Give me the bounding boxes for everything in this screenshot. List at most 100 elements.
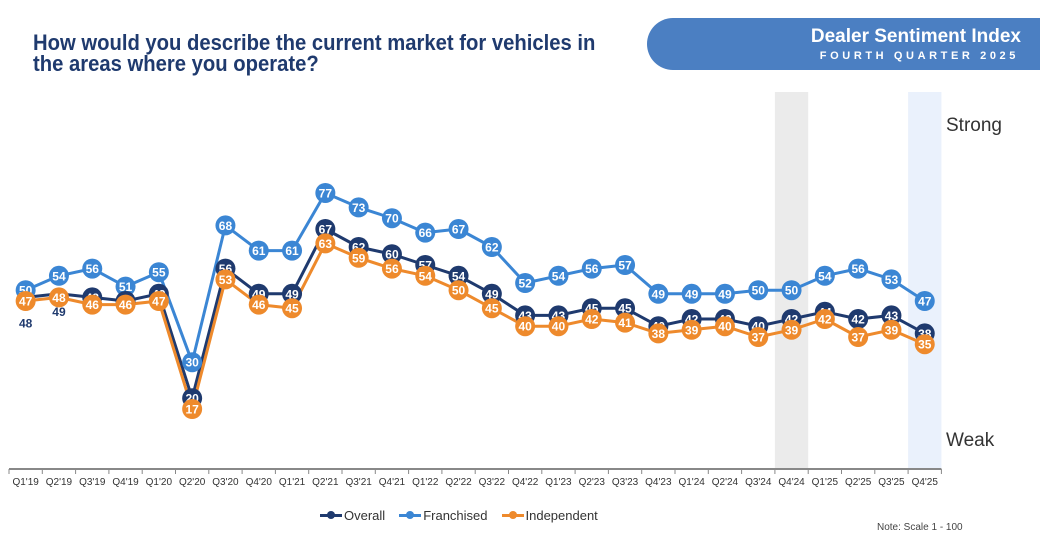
marker-franchised xyxy=(548,265,569,286)
data-label-franchised: 70 xyxy=(385,212,399,226)
data-point-overall: 67 xyxy=(315,219,336,239)
marker-franchised xyxy=(82,258,103,279)
data-label-independent: 40 xyxy=(518,320,532,334)
marker-independent xyxy=(848,327,869,347)
data-label-independent: 47 xyxy=(19,295,33,309)
x-tick-label: Q1'22 xyxy=(412,477,439,488)
marker-independent xyxy=(148,291,169,311)
marker-overall xyxy=(481,283,502,304)
x-tick-label: Q2'19 xyxy=(46,477,73,488)
marker-independent xyxy=(781,319,802,340)
legend-item-independent[interactable]: Independent xyxy=(501,508,598,523)
data-point-independent: 50 xyxy=(448,280,469,301)
y-label-weak: Weak xyxy=(946,430,995,451)
data-point-franchised: 62 xyxy=(481,237,502,257)
legend-swatch-franchised xyxy=(399,511,422,519)
series-line-franchised xyxy=(25,191,926,364)
marker-overall xyxy=(615,298,636,319)
marker-franchised xyxy=(814,265,835,286)
legend-item-overall[interactable]: Overall xyxy=(320,508,385,523)
marker-independent xyxy=(914,334,935,355)
marker-franchised xyxy=(714,283,735,304)
data-point-independent: 59 xyxy=(348,247,369,268)
legend-item-franchised[interactable]: Franchised xyxy=(399,508,488,523)
data-label-franchised: 67 xyxy=(452,223,466,237)
data-point-independent: 46 xyxy=(82,294,103,315)
data-point-franchised: 30 xyxy=(182,352,203,373)
data-label-franchised: 55 xyxy=(152,266,166,280)
x-tick-label: Q2'21 xyxy=(312,477,339,488)
marker-franchised xyxy=(681,283,702,304)
data-point-franchised: 56 xyxy=(581,258,602,279)
data-label-overall: 49 xyxy=(485,287,499,301)
marker-franchised xyxy=(515,273,536,293)
data-point-franchised: 57 xyxy=(615,255,636,275)
legend-label-independent: Independent xyxy=(525,508,598,523)
data-point-independent: 46 xyxy=(115,294,136,315)
data-point-franchised: 66 xyxy=(415,222,436,243)
data-point-independent: 48 xyxy=(48,287,69,308)
data-label-overall: 67 xyxy=(319,223,333,237)
marker-franchised xyxy=(748,280,769,301)
x-tick-label: Q1'20 xyxy=(146,477,173,488)
data-label-franchised: 50 xyxy=(785,284,799,298)
x-tick-label: Q3'23 xyxy=(612,477,639,488)
x-tick-label: Q3'25 xyxy=(878,477,905,488)
marker-overall xyxy=(448,265,469,286)
marker-overall xyxy=(848,309,869,329)
data-label-franchised: 66 xyxy=(419,226,433,240)
marker-independent xyxy=(182,399,203,419)
marker-independent xyxy=(648,323,669,344)
data-point-franchised: 67 xyxy=(448,219,469,239)
data-label-independent: 35 xyxy=(918,338,932,352)
marker-franchised xyxy=(881,269,902,290)
data-label-overall: 54 xyxy=(452,269,466,283)
marker-independent xyxy=(215,269,236,290)
data-label-franchised: 57 xyxy=(618,259,632,273)
marker-independent xyxy=(15,291,36,311)
data-point-franchised: 56 xyxy=(82,258,103,279)
data-point-overall: 54 xyxy=(448,265,469,286)
marker-overall xyxy=(381,244,402,265)
data-label-franchised: 56 xyxy=(585,262,599,276)
data-label-franchised: 53 xyxy=(885,273,899,287)
x-tick-label: Q1'24 xyxy=(678,477,705,488)
series-line-overall xyxy=(25,227,926,400)
marker-independent xyxy=(748,327,769,347)
data-point-franchised: 61 xyxy=(248,240,269,261)
y-label-strong: Strong xyxy=(946,115,1002,136)
data-point-independent: 46 xyxy=(248,294,269,315)
marker-franchised xyxy=(448,219,469,239)
x-tick-label: Q4'24 xyxy=(778,477,805,488)
data-point-independent: 40 xyxy=(548,316,569,337)
marker-independent xyxy=(82,294,103,315)
data-label-franchised: 49 xyxy=(718,287,732,301)
report-banner: Dealer Sentiment Index FOURTH QUARTER 20… xyxy=(647,18,1040,70)
marker-independent xyxy=(615,312,636,333)
data-label-franchised: 73 xyxy=(352,201,366,215)
data-point-independent: 56 xyxy=(381,258,402,279)
x-tick-label: Q4'23 xyxy=(645,477,672,488)
x-tick-label: Q2'23 xyxy=(579,477,606,488)
data-label-independent: 37 xyxy=(752,331,766,345)
data-label-franchised: 61 xyxy=(285,244,299,258)
data-point-independent: 35 xyxy=(914,334,935,355)
marker-franchised xyxy=(315,183,336,203)
marker-franchised xyxy=(415,222,436,243)
data-point-franchised: 55 xyxy=(148,262,169,283)
data-label-independent: 45 xyxy=(485,302,499,316)
x-tick-label: Q2'20 xyxy=(179,477,206,488)
data-point-franchised: 54 xyxy=(548,265,569,286)
marker-independent xyxy=(581,309,602,329)
data-point-independent: 42 xyxy=(814,309,835,329)
data-point-franchised: 73 xyxy=(348,197,369,218)
data-label-franchised: 54 xyxy=(52,269,66,283)
data-label-franchised: 50 xyxy=(752,284,766,298)
data-label-independent: 47 xyxy=(152,295,166,309)
data-point-independent: 38 xyxy=(648,323,669,344)
data-point-independent: 39 xyxy=(681,319,702,340)
data-label-overall: 48 xyxy=(19,316,33,330)
data-label-overall: 43 xyxy=(885,309,899,323)
legend-label-overall: Overall xyxy=(344,508,386,523)
x-tick-label: Q2'22 xyxy=(445,477,472,488)
